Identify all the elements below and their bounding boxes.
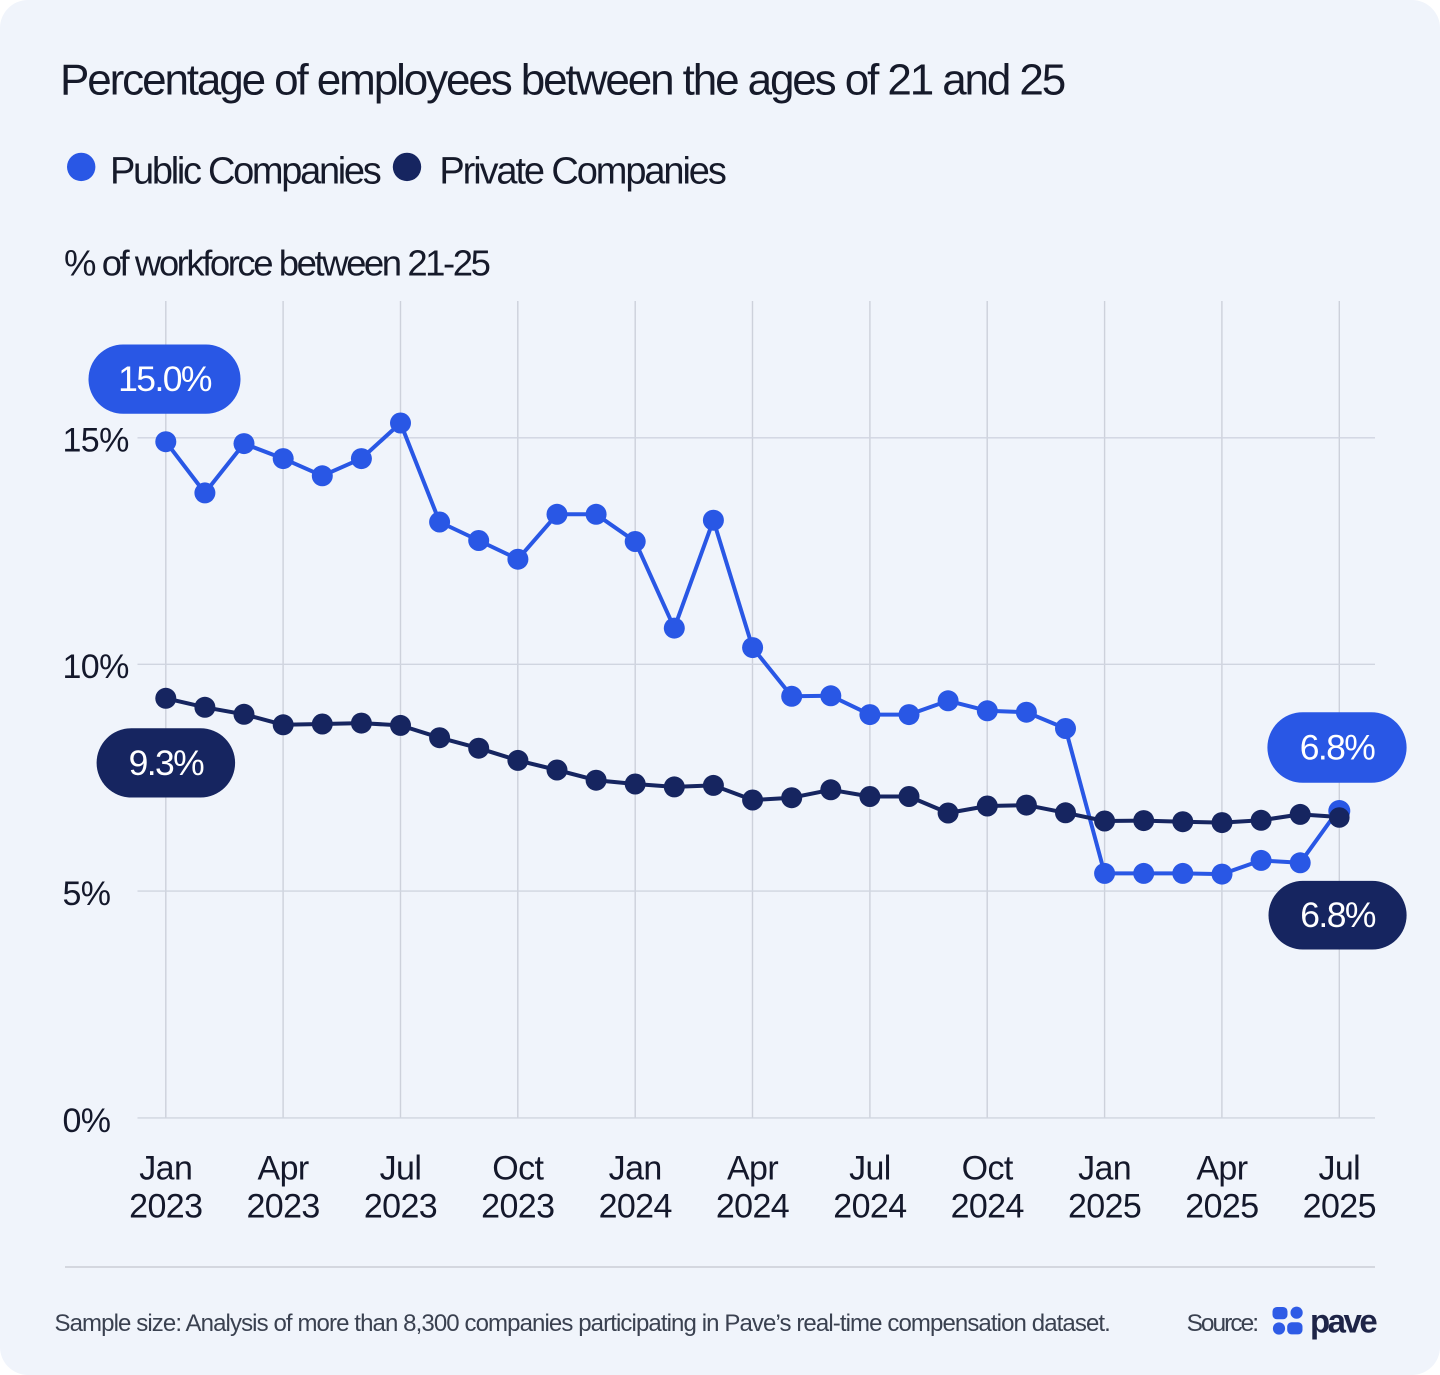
svg-text:Percentage of employees betwee: Percentage of employees between the ages… — [60, 56, 1065, 105]
svg-text:2023: 2023 — [364, 1187, 437, 1225]
svg-text:Jan: Jan — [139, 1150, 192, 1188]
svg-text:2024: 2024 — [599, 1187, 672, 1225]
svg-text:9.3%: 9.3% — [129, 743, 205, 783]
svg-text:2023: 2023 — [129, 1187, 202, 1225]
svg-text:10%: 10% — [63, 648, 130, 686]
svg-text:Apr: Apr — [727, 1150, 778, 1188]
svg-text:Sample size: Analysis of more: Sample size: Analysis of more than 8,300… — [55, 1310, 1110, 1337]
svg-text:2025: 2025 — [1185, 1187, 1258, 1225]
svg-text:6.8%: 6.8% — [1300, 727, 1376, 767]
svg-text:pave: pave — [1310, 1303, 1377, 1340]
svg-text:Oct: Oct — [962, 1150, 1014, 1188]
svg-text:Private Companies: Private Companies — [439, 150, 725, 192]
svg-text:Oct: Oct — [492, 1150, 544, 1188]
svg-text:Apr: Apr — [1196, 1150, 1247, 1188]
svg-text:15%: 15% — [63, 422, 130, 460]
svg-text:2024: 2024 — [716, 1187, 789, 1225]
svg-text:5%: 5% — [63, 875, 111, 913]
svg-text:15.0%: 15.0% — [118, 359, 212, 399]
svg-text:0%: 0% — [63, 1102, 111, 1140]
svg-text:Apr: Apr — [258, 1150, 309, 1188]
svg-text:% of workforce between 21-25: % of workforce between 21-25 — [64, 242, 490, 283]
svg-text:2025: 2025 — [1303, 1187, 1376, 1225]
svg-text:2025: 2025 — [1068, 1187, 1141, 1225]
svg-text:Jul: Jul — [380, 1150, 422, 1188]
svg-text:2023: 2023 — [246, 1187, 319, 1225]
svg-text:2023: 2023 — [481, 1187, 554, 1225]
svg-text:2024: 2024 — [833, 1187, 906, 1225]
svg-text:Jan: Jan — [609, 1150, 662, 1188]
svg-text:Jul: Jul — [849, 1150, 891, 1188]
svg-text:6.8%: 6.8% — [1300, 895, 1376, 935]
svg-text:Public Companies: Public Companies — [110, 150, 381, 192]
svg-text:2024: 2024 — [951, 1187, 1024, 1225]
svg-text:Jul: Jul — [1318, 1150, 1360, 1188]
svg-text:Source:: Source: — [1187, 1310, 1258, 1337]
svg-text:Jan: Jan — [1078, 1150, 1131, 1188]
